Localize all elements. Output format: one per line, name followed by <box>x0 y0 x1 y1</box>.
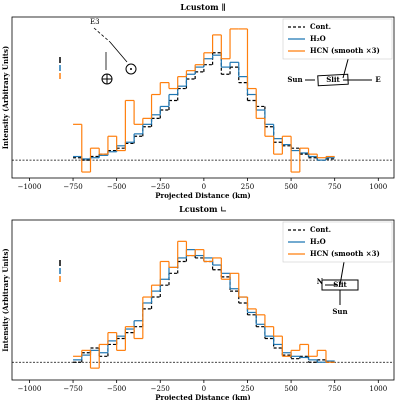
x-tick-label: −1000 <box>18 385 42 393</box>
x-tick-label: 500 <box>284 183 297 191</box>
legend-label: Cont. <box>310 225 331 234</box>
annotation: E <box>375 75 380 84</box>
y-axis-label: Intensity (Arbitrary Units) <box>1 248 10 351</box>
chart-title: Lcustom ∟ <box>179 204 227 214</box>
x-tick-label: 1000 <box>369 385 387 393</box>
x-tick-label: −500 <box>107 385 126 393</box>
sun-symbol <box>130 68 132 70</box>
x-tick-label: 500 <box>284 385 297 393</box>
x-tick-label: 750 <box>328 183 341 191</box>
chart-title: Lcustom ∥ <box>180 2 225 12</box>
pointer <box>109 41 128 63</box>
annotation: Sun <box>332 307 347 316</box>
legend-label: H₂O <box>310 34 326 43</box>
annotation: Sun <box>287 75 302 84</box>
annotation: Slit <box>333 280 347 289</box>
compass-arrow <box>339 261 345 286</box>
x-tick-label: 250 <box>241 183 254 191</box>
x-tick-label: −250 <box>151 183 170 191</box>
x-tick-label: 1000 <box>369 183 387 191</box>
x-tick-label: −250 <box>151 385 170 393</box>
x-tick-label: −500 <box>107 183 126 191</box>
x-tick-label: 750 <box>328 385 341 393</box>
y-axis-label: Intensity (Arbitrary Units) <box>1 46 10 149</box>
x-tick-label: 0 <box>202 183 206 191</box>
annotation: E3 <box>90 18 100 26</box>
sun-symbol <box>125 63 137 75</box>
x-tick-label: −750 <box>63 183 82 191</box>
legend-label: HCN (smooth ×3) <box>310 249 380 258</box>
frame <box>11 16 395 179</box>
x-tick-label: −1000 <box>18 183 42 191</box>
annotation: Slit <box>326 75 340 84</box>
slit-box <box>317 73 349 87</box>
plot-area <box>12 240 394 369</box>
legend-label: HCN (smooth ×3) <box>310 46 380 55</box>
legend-label: H₂O <box>310 237 326 246</box>
x-tick-label: 250 <box>241 385 254 393</box>
plot-area <box>12 28 394 173</box>
x-tick-label: 0 <box>202 385 206 393</box>
dashed-pointer <box>93 27 111 43</box>
x-axis-label: Projected Distance (km) <box>155 393 250 400</box>
x-axis-label: Projected Distance (km) <box>155 191 250 200</box>
annotation: N <box>317 277 324 286</box>
frame <box>11 219 395 381</box>
legend-label: Cont. <box>310 22 331 31</box>
x-tick-label: −750 <box>63 385 82 393</box>
